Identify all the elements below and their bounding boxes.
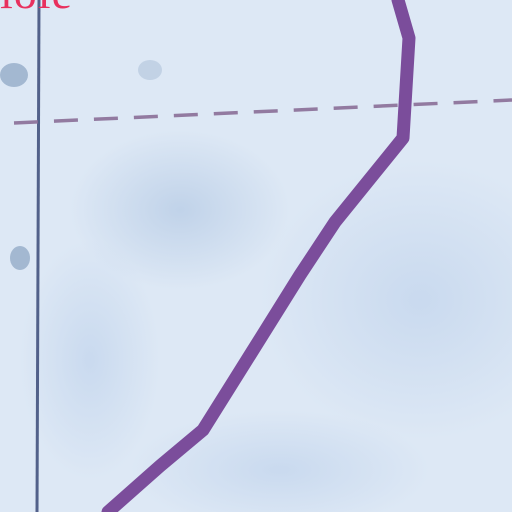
paper-stain — [70, 130, 290, 290]
ink-smudge — [10, 246, 30, 270]
paper-stain — [20, 240, 160, 480]
cropped-title-text: iole — [0, 0, 73, 16]
ink-smudge — [138, 60, 162, 80]
ink-smudge — [0, 63, 28, 87]
dashed-guide-line — [13, 98, 512, 125]
vertical-rule — [35, 0, 41, 512]
purple-curve — [101, 0, 416, 512]
